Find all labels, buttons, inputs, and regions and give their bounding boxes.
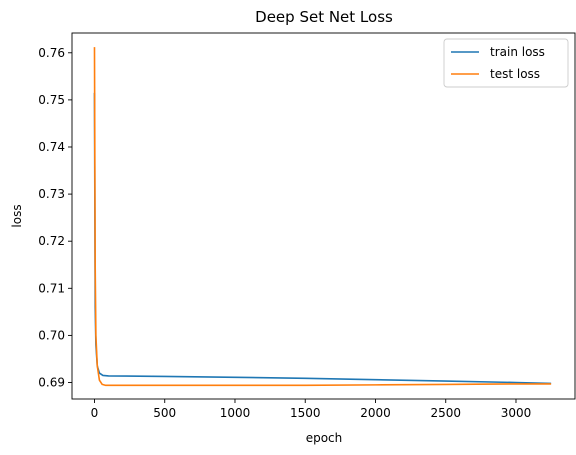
x-axis-label: epoch: [306, 431, 343, 445]
series-line-test-loss: [93, 47, 552, 387]
y-tick-label: 0.74: [38, 140, 65, 154]
legend-frame: [443, 38, 569, 88]
y-tick-label: 0.70: [38, 328, 65, 342]
x-tick-label: 2500: [430, 406, 461, 420]
x-axis: 0 500 1000 1500 2000 2500 3000: [91, 399, 532, 420]
chart-title: Deep Set Net Loss: [255, 8, 393, 26]
y-tick-label: 0.71: [38, 281, 65, 295]
x-tick-label: 2000: [360, 406, 391, 420]
plot-frame: [71, 32, 576, 400]
x-tick-label: 500: [153, 406, 176, 420]
legend-label: train loss: [490, 45, 545, 59]
y-tick-label: 0.76: [38, 46, 65, 60]
legend: train loss test loss: [443, 38, 569, 88]
y-tick-label: 0.72: [38, 234, 65, 248]
y-axis: 0.69 0.70 0.71 0.72 0.73 0.74 0.75 0.76: [38, 46, 72, 390]
x-tick-label: 0: [91, 406, 99, 420]
x-tick-label: 1500: [290, 406, 321, 420]
series-line-train-loss: [93, 92, 552, 385]
x-tick-label: 1000: [220, 406, 251, 420]
plot-lines: [93, 47, 552, 387]
legend-label: test loss: [490, 67, 540, 81]
y-tick-label: 0.69: [38, 376, 65, 390]
y-tick-label: 0.73: [38, 187, 65, 201]
y-axis-label: loss: [10, 204, 24, 227]
y-tick-label: 0.75: [38, 93, 65, 107]
x-tick-label: 3000: [501, 406, 532, 420]
